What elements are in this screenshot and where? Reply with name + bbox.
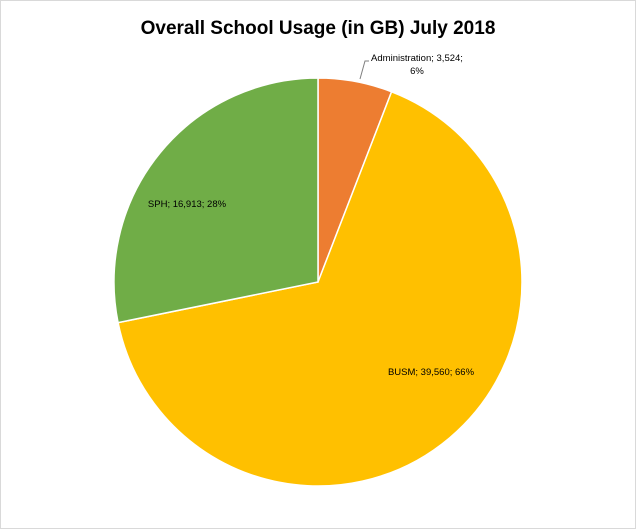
- pie-slice-sph: [113, 77, 319, 324]
- data-label-sph: SPH; 16,913; 28%: [148, 199, 227, 210]
- pie-slice-busm: [117, 90, 523, 487]
- leader-line-administration: [359, 60, 369, 80]
- chart-title: Overall School Usage (in GB) July 2018: [140, 18, 496, 39]
- data-label-busm: BUSM; 39,560; 66%: [388, 367, 475, 378]
- data-label-administration: Administration; 3,524; 6%: [371, 53, 463, 77]
